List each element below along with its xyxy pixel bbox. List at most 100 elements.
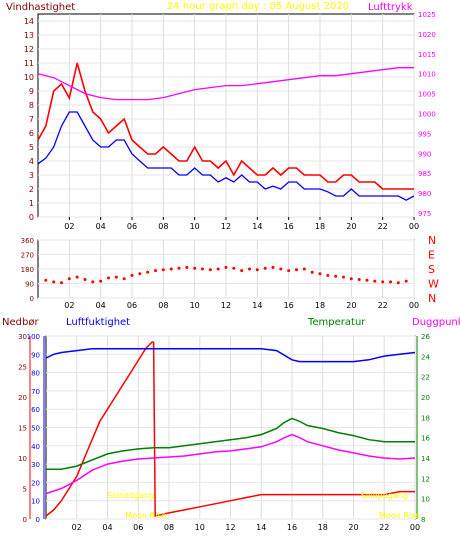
wind-x-tick-label: 18 xyxy=(315,222,325,231)
climate-x-tick-label: 22 xyxy=(379,523,389,532)
direction-point xyxy=(44,278,48,282)
direction-compass-label: W xyxy=(428,278,439,291)
wind-y-tick-label: 0 xyxy=(29,213,34,222)
direction-point xyxy=(193,266,197,270)
wind-speed-line xyxy=(37,62,414,190)
temperature-y-tick-label: 10 xyxy=(421,496,430,504)
chart-title: 24 hour graph day : 05 August 2020 xyxy=(167,1,349,12)
pressure-axis-label: Lufttrykk xyxy=(368,2,413,13)
humidity-y-ticks: 0 10 20 30 40 50 60 70 80 90 100 xyxy=(27,333,40,524)
direction-y-tick-label: 90 xyxy=(25,281,34,289)
direction-point xyxy=(67,277,71,281)
direction-point xyxy=(271,265,275,269)
wind-y-tick-label: 10 xyxy=(24,73,34,82)
wind-x-tick-label: 16 xyxy=(284,222,294,231)
direction-point xyxy=(240,269,244,273)
direction-point xyxy=(334,274,338,278)
direction-point xyxy=(224,265,228,269)
temperature-y-tick-label: 26 xyxy=(421,333,430,341)
direction-point xyxy=(248,267,251,271)
pressure-line xyxy=(37,67,414,101)
direction-x-tick-label: 04 xyxy=(96,301,106,310)
temperature-y-ticks: 8 10 12 14 16 18 20 22 24 26 xyxy=(421,333,430,524)
direction-point xyxy=(60,281,63,285)
direction-point xyxy=(122,277,126,281)
rain-y-tick-label: 20 xyxy=(18,394,27,402)
direction-point xyxy=(302,267,306,271)
dewpoint-line xyxy=(45,433,416,495)
direction-point xyxy=(255,268,259,272)
pressure-y-tick-label: 975 xyxy=(418,210,431,218)
pressure-y-tick-label: 995 xyxy=(418,130,431,138)
wind-y-tick-label: 8 xyxy=(29,101,34,110)
climate-x-tick-label: 14 xyxy=(256,523,266,532)
direction-point xyxy=(169,267,173,271)
wind-x-tick-label: 02 xyxy=(64,222,74,231)
direction-point xyxy=(342,275,345,279)
wind-y-tick-label: 13 xyxy=(24,31,34,40)
direction-point xyxy=(373,279,377,283)
rain-y-tick-label: 5 xyxy=(23,486,27,494)
pressure-y-ticks: 975 980 985 990 995 1000 1005 1010 1015 1020 1025 xyxy=(418,11,436,218)
temperature-axis-label: Temperatur xyxy=(307,317,366,328)
climate-x-tick-label: 06 xyxy=(133,523,143,532)
climate-x-ticks: 02 04 06 08 10 12 14 16 18 20 22 00 xyxy=(72,523,420,532)
wind-x-tick-label: 04 xyxy=(96,222,106,231)
wind-y-tick-label: 4 xyxy=(29,157,34,166)
direction-point xyxy=(216,267,220,271)
rain-axis-label: Nedbør xyxy=(2,317,39,328)
direction-point xyxy=(91,280,95,284)
wind-x-tick-label: 22 xyxy=(378,222,388,231)
climate-panel: Nedbør Luftfuktighet Temperatur Duggpunk… xyxy=(2,317,460,532)
direction-compass-label: N xyxy=(428,292,436,305)
wind-x-ticks: 02 04 06 08 10 12 14 16 18 20 22 00 xyxy=(64,217,419,231)
direction-point xyxy=(138,272,142,276)
direction-x-tick-label: 06 xyxy=(127,301,137,310)
direction-point xyxy=(357,278,361,281)
direction-x-tick-label: 00 xyxy=(409,301,419,310)
direction-point xyxy=(208,268,212,272)
wind-y-tick-label: 5 xyxy=(29,143,34,152)
wind-x-tick-label: 10 xyxy=(190,222,200,231)
humidity-y-tick-label: 40 xyxy=(31,443,40,451)
humidity-y-tick-label: 0 xyxy=(36,516,40,524)
humidity-y-tick-label: 20 xyxy=(31,479,40,487)
wind-y-tick-label: 14 xyxy=(24,17,34,26)
wind-pressure-panel: 24 hour graph day : 05 August 2020 Vindh… xyxy=(6,1,436,231)
pressure-y-tick-label: 1025 xyxy=(418,11,436,19)
direction-point xyxy=(295,268,298,272)
wind-x-tick-label: 06 xyxy=(127,222,137,231)
temperature-y-tick-label: 18 xyxy=(421,414,430,422)
wind-x-tick-label: 12 xyxy=(221,222,231,231)
pressure-y-tick-label: 1000 xyxy=(418,111,436,119)
wind-grid xyxy=(38,14,415,218)
direction-point xyxy=(318,272,322,276)
climate-annotation: Soloppgang xyxy=(361,491,408,500)
humidity-y-tick-label: 80 xyxy=(31,370,40,378)
wind-x-tick-label: 08 xyxy=(158,222,168,231)
pressure-y-tick-label: 990 xyxy=(418,150,431,158)
direction-x-tick-label: 22 xyxy=(378,301,388,310)
temperature-line xyxy=(46,417,415,470)
direction-y-ticks: 0 90 180 270 360 xyxy=(21,237,34,303)
direction-point xyxy=(146,270,150,274)
climate-x-tick-label: 00 xyxy=(410,523,420,532)
climate-x-tick-label: 16 xyxy=(287,523,297,532)
wind-x-tick-label: 14 xyxy=(252,222,262,231)
wind-y-tick-label: 6 xyxy=(29,129,34,138)
rain-y-tick-label: 15 xyxy=(18,425,27,433)
rain-y-tick-label: 25 xyxy=(18,364,27,372)
direction-compass-label: E xyxy=(428,249,435,262)
humidity-axis-label: Luftfuktighet xyxy=(66,317,130,328)
wind-y-tick-label: 11 xyxy=(24,59,34,68)
humidity-y-tick-label: 90 xyxy=(31,351,40,359)
direction-y-tick-label: 360 xyxy=(21,237,34,245)
pressure-y-tick-label: 980 xyxy=(418,190,431,198)
temperature-y-tick-label: 20 xyxy=(421,394,430,402)
direction-point xyxy=(130,273,134,277)
climate-x-tick-label: 10 xyxy=(195,523,205,532)
direction-point xyxy=(232,266,236,270)
direction-x-tick-label: 12 xyxy=(221,301,231,310)
